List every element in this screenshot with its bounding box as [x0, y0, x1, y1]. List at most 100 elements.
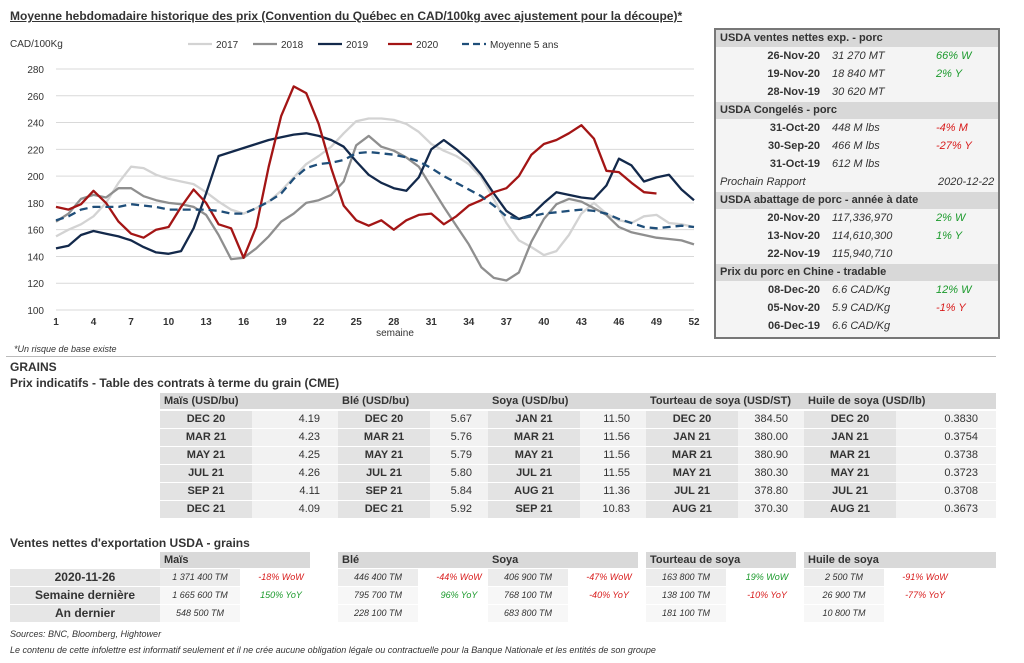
contract-price: 5.84: [430, 483, 490, 500]
panel-date: 31-Oct-19: [769, 158, 820, 170]
legend-label: 2018: [281, 40, 304, 51]
panel-value: 30 620 MT: [832, 86, 885, 98]
panel-row: 26-Nov-20 31 270 MT 66% W: [716, 48, 998, 65]
contract-price: 0.3723: [896, 465, 996, 482]
contract-month: MAR 21: [646, 447, 738, 464]
contract-month: SEP 21: [488, 501, 580, 518]
x-tick-label: 43: [576, 317, 588, 328]
panel-row: 05-Nov-20 5.9 CAD/Kg -1% Y: [716, 300, 998, 317]
contract-month: DEC 21: [338, 501, 430, 518]
panel-date: 08-Dec-20: [768, 284, 820, 296]
exports-column-header: Blé: [338, 552, 488, 568]
panel-row: 20-Nov-20 117,336,970 2% W: [716, 210, 998, 227]
exports-column-header: Huile de soya: [804, 552, 996, 568]
panel-date: 31-Oct-20: [769, 122, 820, 134]
x-tick-label: 25: [351, 317, 363, 328]
panel-date: 28-Nov-19: [767, 86, 820, 98]
x-tick-label: 28: [388, 317, 400, 328]
export-volume: 10 800 TM: [804, 605, 884, 622]
contract-month: DEC 20: [804, 411, 896, 428]
contract-price: 380.30: [738, 465, 806, 482]
contract-price: 11.55: [580, 465, 648, 482]
panel-section-header: Prix du porc en Chine - tradable: [716, 264, 998, 281]
panel-change: -4% M: [936, 122, 968, 134]
exports-column-header: Tourteau de soya: [646, 552, 796, 568]
contract-month: JAN 21: [488, 411, 580, 428]
contract-month: MAR 21: [804, 447, 896, 464]
export-volume: 683 800 TM: [488, 605, 568, 622]
contract-price: 370.30: [738, 501, 806, 518]
contract-month: MAR 21: [160, 429, 252, 446]
panel-date: 30-Sep-20: [768, 140, 820, 152]
panel-value: 115,940,710: [832, 248, 893, 260]
contract-price: 10.83: [580, 501, 648, 518]
contract-price: 0.3754: [896, 429, 996, 446]
legend-label: 2020: [416, 40, 439, 51]
x-tick-label: 34: [463, 317, 475, 328]
contract-price: 5.92: [430, 501, 490, 518]
y-tick-label: 140: [27, 252, 44, 263]
export-change: -91% WoW: [902, 572, 948, 582]
panel-change: 2% W: [936, 212, 966, 224]
y-tick-label: 200: [27, 172, 44, 183]
disclaimer: Le contenu de cette infolettre est infor…: [10, 645, 656, 655]
panel-value: 5.9 CAD/Kg: [832, 302, 891, 314]
panel-date: 13-Nov-20: [767, 230, 820, 242]
y-tick-label: 240: [27, 119, 44, 130]
panel-value: 31 270 MT: [832, 50, 885, 62]
panel-row: 13-Nov-20 114,610,300 1% Y: [716, 228, 998, 245]
futures-table-title: Prix indicatifs - Table des contrats à t…: [10, 376, 340, 390]
contract-month: MAR 21: [338, 429, 430, 446]
panel-change: -1% Y: [936, 302, 966, 314]
series-line-2020: [55, 85, 657, 259]
export-change: -40% YoY: [589, 590, 629, 600]
contract-month: MAY 21: [338, 447, 430, 464]
x-tick-label: 49: [651, 317, 663, 328]
panel-section-header: USDA abattage de porc - année à date: [716, 192, 998, 209]
panel-section-header: USDA ventes nettes exp. - porc: [716, 30, 998, 47]
contract-month: SEP 21: [160, 483, 252, 500]
export-volume: 163 800 TM: [646, 569, 726, 586]
futures-column-header: Soya (USD/bu): [488, 393, 648, 409]
contract-price: 384.50: [738, 411, 806, 428]
panel-change: 12% W: [936, 284, 972, 296]
contract-price: 0.3738: [896, 447, 996, 464]
x-tick-label: 46: [613, 317, 625, 328]
export-change: 150% YoY: [260, 590, 302, 600]
sources-note: Sources: BNC, Bloomberg, Hightower: [10, 629, 162, 639]
contract-price: 0.3830: [896, 411, 996, 428]
futures-column-header: Huile de soya (USD/lb): [804, 393, 996, 409]
y-tick-label: 180: [27, 199, 44, 210]
panel-date: 19-Nov-20: [767, 68, 820, 80]
x-axis-label: semaine: [376, 328, 414, 339]
contract-month: JUL 21: [160, 465, 252, 482]
legend-label: 2019: [346, 40, 369, 51]
footnote: *Un risque de base existe: [14, 344, 117, 354]
export-volume: 406 900 TM: [488, 569, 568, 586]
x-tick-label: 1: [53, 317, 59, 328]
x-tick-label: 40: [538, 317, 550, 328]
panel-date: 06-Dec-19: [768, 320, 820, 332]
panel-row: 31-Oct-20 448 M lbs -4% M: [716, 120, 998, 137]
contract-price: 4.23: [252, 429, 338, 446]
panel-value: 612 M lbs: [832, 158, 880, 170]
contract-price: 11.36: [580, 483, 648, 500]
next-report-label: Prochain Rapport: [720, 176, 806, 188]
contract-price: 5.67: [430, 411, 490, 428]
legend-label: 2017: [216, 40, 239, 51]
contract-price: 378.80: [738, 483, 806, 500]
y-axis-label: CAD/100Kg: [10, 39, 63, 50]
export-volume: 446 400 TM: [338, 569, 418, 586]
legend-label: Moyenne 5 ans: [490, 40, 558, 51]
export-row-label: Semaine dernière: [10, 587, 160, 604]
panel-value: 114,610,300: [832, 230, 893, 242]
next-report-row: Prochain Rapport 2020-12-22: [716, 174, 998, 191]
series-line-2017: [55, 117, 695, 257]
contract-month: JUL 21: [488, 465, 580, 482]
exports-table-title: Ventes nettes d'exportation USDA - grain…: [10, 536, 250, 550]
series-line-moyenne-5-ans: [55, 150, 695, 230]
panel-row: 22-Nov-19 115,940,710: [716, 246, 998, 263]
panel-date: 22-Nov-19: [767, 248, 820, 260]
export-volume: 1 371 400 TM: [160, 569, 240, 586]
contract-month: DEC 21: [160, 501, 252, 518]
